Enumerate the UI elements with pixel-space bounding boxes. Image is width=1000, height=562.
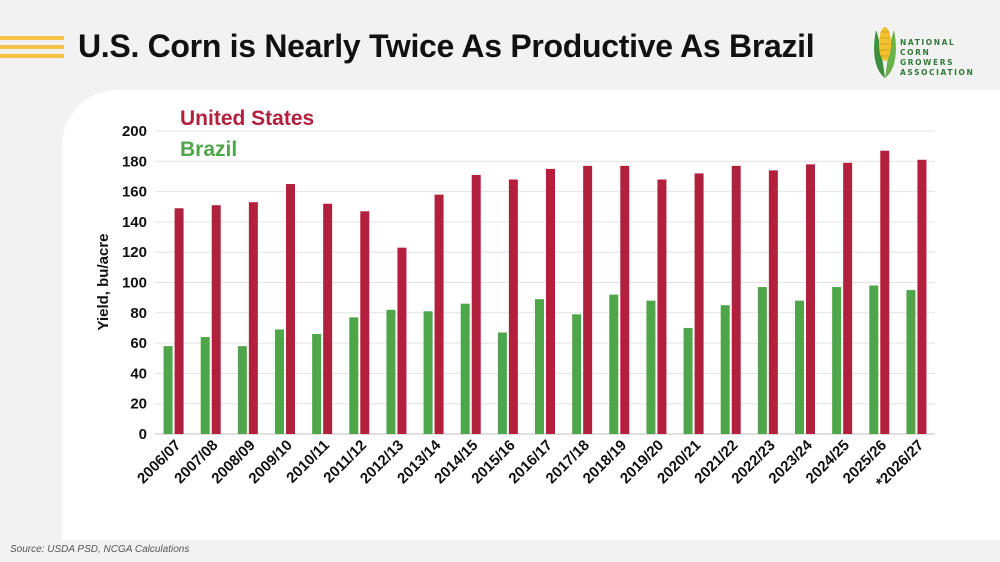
bar-united-states (360, 211, 370, 434)
bar-brazil (275, 329, 284, 434)
corn-icon (874, 27, 896, 78)
bar-united-states (397, 247, 407, 434)
y-tick-label: 60 (130, 335, 147, 352)
bar-united-states (323, 203, 333, 434)
bar-united-states (731, 165, 741, 434)
ncga-logo: NATIONAL CORN GROWERS ASSOCIATION (870, 20, 985, 82)
bar-united-states (546, 168, 555, 434)
bar-brazil (609, 294, 619, 434)
bar-united-states (694, 173, 704, 435)
y-tick-label: 160 (122, 184, 147, 201)
bar-brazil (312, 334, 322, 434)
page-title: U.S. Corn is Nearly Twice As Productive … (78, 28, 815, 64)
bar-brazil (200, 337, 210, 434)
bar-united-states (248, 202, 258, 434)
bar-united-states (917, 159, 927, 434)
legend-brazil: Brazil (180, 138, 237, 161)
bar-brazil (832, 287, 842, 434)
bar-brazil (869, 285, 879, 434)
bar-brazil (572, 314, 582, 434)
bar-brazil (757, 287, 767, 434)
y-tick-label: 120 (122, 244, 147, 261)
y-axis-label: Yield, bu/acre (95, 234, 112, 331)
bar-brazil (163, 346, 173, 434)
bar-united-states (583, 165, 593, 434)
y-tick-label: 200 (122, 123, 147, 140)
y-tick-label: 100 (122, 275, 147, 292)
bar-united-states (211, 205, 221, 434)
bar-brazil (535, 299, 544, 434)
bar-united-states (471, 174, 481, 434)
bar-brazil (497, 332, 507, 434)
y-tick-label: 80 (130, 305, 147, 322)
bar-brazil (906, 290, 916, 434)
bar-united-states (286, 184, 295, 434)
bar-united-states (434, 194, 444, 434)
bar-united-states (620, 165, 630, 434)
y-tick-label: 0 (139, 426, 147, 443)
bar-united-states (880, 150, 890, 434)
bar-united-states (806, 164, 815, 434)
legend-united-states: United States (180, 107, 314, 130)
y-tick-label: 180 (122, 153, 147, 170)
bar-united-states (174, 208, 184, 434)
bar-brazil (683, 327, 693, 434)
bar-brazil (460, 303, 470, 434)
bar-united-states (768, 170, 778, 434)
title-accent-stripes (0, 36, 64, 63)
bar-brazil (795, 300, 804, 434)
bar-brazil (423, 311, 433, 434)
y-tick-label: 40 (130, 365, 147, 382)
bar-united-states (508, 179, 518, 434)
bar-united-states (657, 179, 667, 434)
bar-brazil (349, 317, 359, 434)
y-tick-label: 20 (130, 396, 147, 413)
bar-brazil (646, 300, 656, 434)
bar-brazil (386, 309, 396, 434)
bar-brazil (237, 346, 247, 434)
bar-brazil (720, 305, 730, 434)
bar-united-states (843, 162, 853, 434)
logo-text: NATIONAL CORN GROWERS ASSOCIATION (900, 38, 975, 77)
source-note: Source: USDA PSD, NCGA Calculations (10, 544, 190, 555)
y-tick-label: 140 (122, 214, 147, 231)
